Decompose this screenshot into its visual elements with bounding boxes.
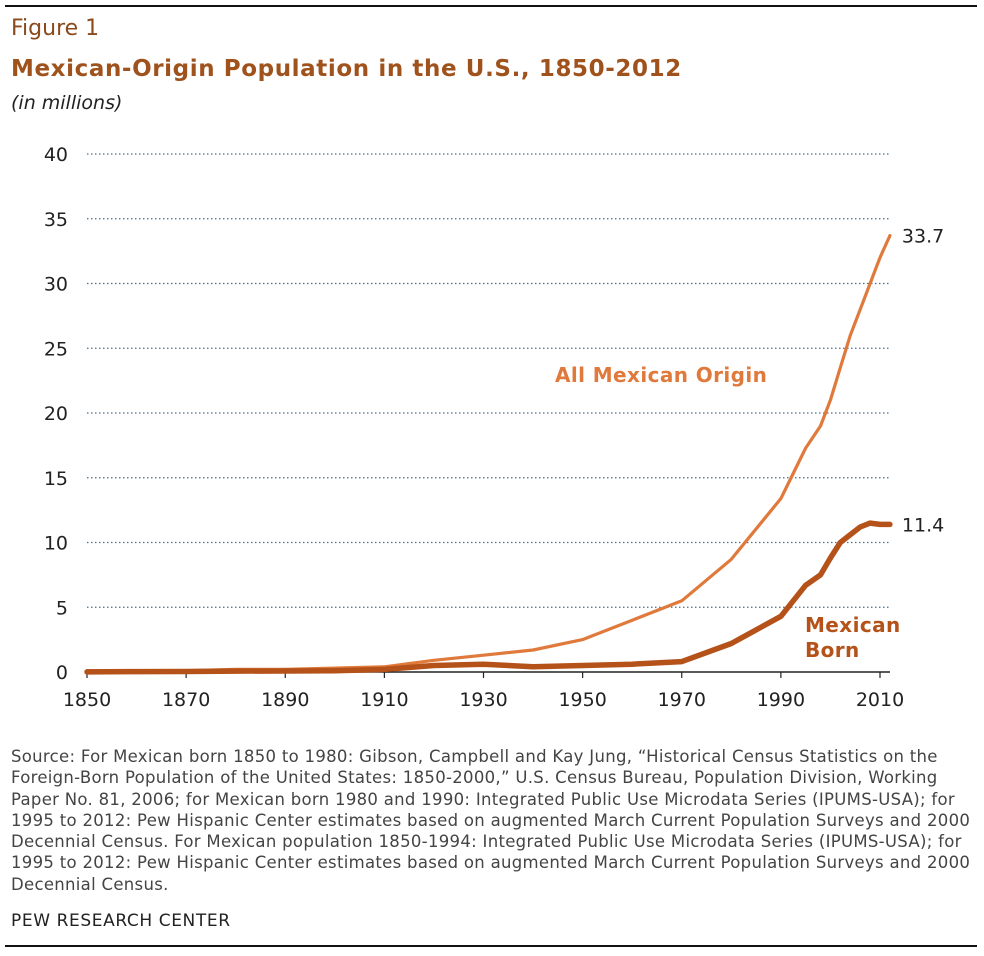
x-tick-label: 1870 [162,689,210,711]
chart-title: Mexican-Origin Population in the U.S., 1… [11,56,682,82]
chart-subtitle: (in millions) [11,92,123,114]
y-tick-label: 0 [56,662,68,684]
series-line-mexican-born [84,520,893,675]
x-tick-label: 1850 [63,689,111,711]
x-tick-label: 2010 [856,689,904,711]
y-tick-label: 10 [44,533,68,555]
series-label-mexican-born-line2: Born [805,638,860,662]
footer-credit: PEW RESEARCH CENTER [11,911,231,931]
bottom-rule [5,945,977,947]
x-tick-label: 1970 [658,689,706,711]
x-tick-label: 1930 [459,689,507,711]
series-label-mexican-born-line1: Mexican [805,613,901,637]
line-chart: 0 5 10 15 20 25 30 35 40 1850 1870 1890 1910 1930 1950… [44,144,944,711]
y-tick-label: 15 [44,468,68,490]
x-tick-label: 1990 [757,689,805,711]
y-tick-label: 35 [44,209,68,231]
y-tick-label: 20 [44,403,68,425]
y-tick-label: 30 [44,274,68,296]
top-rule [5,5,977,7]
end-value-label: 11.4 [902,514,944,536]
x-tick-label: 1950 [558,689,606,711]
end-value-label: 33.7 [902,226,944,248]
series-line-all-mexican-origin [85,234,892,673]
source-note: Source: For Mexican born 1850 to 1980: G… [11,747,971,894]
y-tick-label: 5 [56,597,68,619]
y-tick-label: 40 [44,144,68,166]
figure-label: Figure 1 [11,16,100,41]
y-tick-label: 25 [44,338,68,360]
x-tick-label: 1890 [261,689,309,711]
series-label-all-mexican-origin: All Mexican Origin [555,363,767,387]
x-tick-label: 1910 [360,689,408,711]
